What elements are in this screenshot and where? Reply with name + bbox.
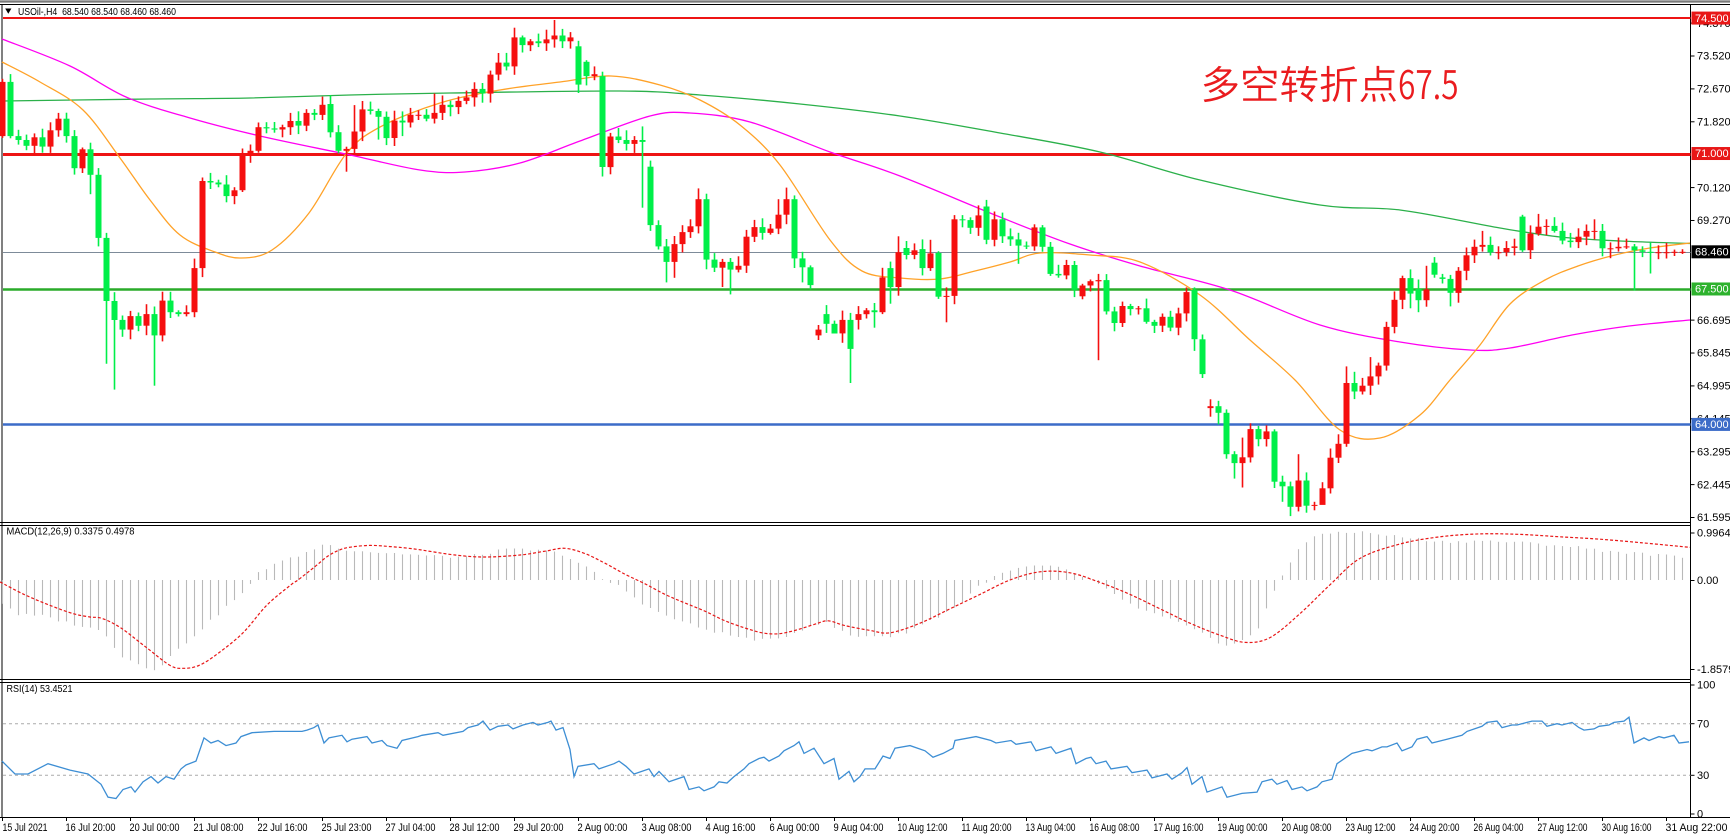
svg-text:71.000: 71.000 (1695, 148, 1729, 160)
svg-text:30 Aug 16:00: 30 Aug 16:00 (1602, 822, 1652, 834)
svg-text:20 Aug 08:00: 20 Aug 08:00 (1282, 822, 1332, 834)
svg-text:27 Jul 04:00: 27 Jul 04:00 (386, 822, 436, 834)
svg-text:22 Jul 16:00: 22 Jul 16:00 (258, 822, 308, 834)
svg-text:MACD(12,26,9) 0.3375 0.4978: MACD(12,26,9) 0.3375 0.4978 (7, 527, 135, 538)
svg-text:27 Aug 12:00: 27 Aug 12:00 (1538, 822, 1588, 834)
svg-text:15 Jul 2021: 15 Jul 2021 (3, 822, 48, 834)
svg-text:11 Aug 20:00: 11 Aug 20:00 (962, 822, 1012, 834)
svg-text:72.670: 72.670 (1697, 84, 1730, 96)
svg-text:3 Aug 08:00: 3 Aug 08:00 (642, 822, 692, 834)
svg-text:10 Aug 12:00: 10 Aug 12:00 (898, 822, 948, 834)
svg-text:61.595: 61.595 (1697, 512, 1730, 524)
svg-text:26 Aug 04:00: 26 Aug 04:00 (1474, 822, 1524, 834)
svg-text:0.00: 0.00 (1697, 575, 1718, 587)
svg-text:30: 30 (1697, 770, 1709, 782)
svg-text:4 Aug 16:00: 4 Aug 16:00 (706, 822, 756, 834)
svg-text:71.820: 71.820 (1697, 116, 1730, 128)
svg-text:70: 70 (1697, 718, 1709, 730)
svg-text:16 Jul 20:00: 16 Jul 20:00 (66, 822, 116, 834)
svg-text:100: 100 (1697, 680, 1715, 692)
svg-text:USOil-,H4 68.540 68.540 68.46: USOil-,H4 68.540 68.540 68.460 68.460 (18, 7, 176, 18)
svg-text:66.695: 66.695 (1697, 315, 1730, 327)
svg-text:28 Jul 12:00: 28 Jul 12:00 (450, 822, 500, 834)
svg-text:69.270: 69.270 (1697, 215, 1730, 227)
svg-text:RSI(14) 53.4521: RSI(14) 53.4521 (7, 684, 73, 695)
svg-text:6 Aug 00:00: 6 Aug 00:00 (770, 822, 820, 834)
svg-text:2 Aug 00:00: 2 Aug 00:00 (578, 822, 628, 834)
svg-text:21 Jul 08:00: 21 Jul 08:00 (194, 822, 244, 834)
svg-text:65.845: 65.845 (1697, 348, 1730, 360)
svg-text:13 Aug 04:00: 13 Aug 04:00 (1026, 822, 1076, 834)
svg-text:68.460: 68.460 (1695, 247, 1729, 259)
svg-text:74.500: 74.500 (1695, 13, 1729, 25)
svg-text:25 Jul 23:00: 25 Jul 23:00 (322, 822, 372, 834)
svg-text:23 Aug 12:00: 23 Aug 12:00 (1346, 822, 1396, 834)
svg-text:64.995: 64.995 (1697, 381, 1730, 393)
svg-text:24 Aug 20:00: 24 Aug 20:00 (1410, 822, 1460, 834)
svg-text:73.520: 73.520 (1697, 51, 1730, 63)
svg-text:9 Aug 04:00: 9 Aug 04:00 (834, 822, 884, 834)
svg-text:-1.8579: -1.8579 (1697, 664, 1730, 676)
svg-text:19 Aug 00:00: 19 Aug 00:00 (1218, 822, 1268, 834)
svg-text:29 Jul 20:00: 29 Jul 20:00 (514, 822, 564, 834)
svg-text:17 Aug 16:00: 17 Aug 16:00 (1154, 822, 1204, 834)
svg-text:16 Aug 08:00: 16 Aug 08:00 (1090, 822, 1140, 834)
svg-text:64.000: 64.000 (1695, 419, 1729, 431)
svg-text:0: 0 (1697, 809, 1703, 821)
svg-text:62.445: 62.445 (1697, 479, 1730, 491)
svg-text:70.120: 70.120 (1697, 182, 1730, 194)
svg-text:67.500: 67.500 (1695, 284, 1729, 296)
svg-text:63.295: 63.295 (1697, 446, 1730, 458)
svg-text:0.9964: 0.9964 (1697, 528, 1730, 540)
svg-text:20 Jul 00:00: 20 Jul 00:00 (130, 822, 180, 834)
svg-text:31 Aug 22:00: 31 Aug 22:00 (1666, 822, 1728, 834)
